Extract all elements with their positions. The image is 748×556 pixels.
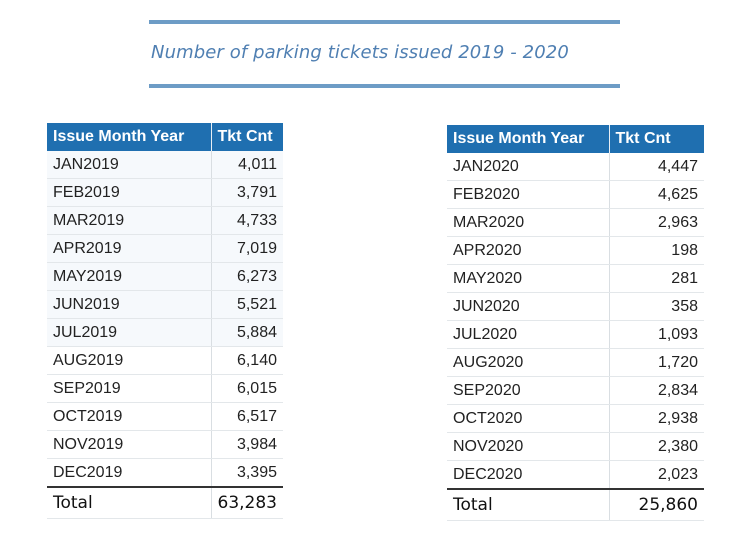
month-cell: FEB2020: [447, 180, 610, 209]
table-header-row: Issue Month Year Tkt Cnt: [447, 125, 704, 153]
month-cell: MAR2019: [47, 206, 212, 235]
tickets-table-2020: Issue Month Year Tkt Cnt JAN2020 4,447 FE…: [447, 125, 704, 521]
month-cell: JAN2019: [47, 151, 212, 179]
total-row: Total 63,283: [47, 486, 283, 519]
count-cell: 4,625: [609, 180, 704, 209]
table-row: NOV2020 2,380: [447, 432, 704, 461]
count-cell: 5,884: [211, 318, 283, 347]
count-cell: 1,720: [609, 348, 704, 377]
count-cell: 2,380: [609, 432, 704, 461]
month-cell: DEC2020: [447, 460, 610, 490]
total-row: Total 25,860: [447, 488, 704, 521]
month-cell: JUN2019: [47, 290, 212, 319]
table-row: MAR2019 4,733: [47, 206, 283, 235]
table-row: DEC2020 2,023: [447, 460, 704, 490]
count-cell: 6,517: [211, 402, 283, 431]
month-cell: MAR2020: [447, 208, 610, 237]
table-row: APR2020 198: [447, 236, 704, 265]
total-label: Total: [47, 486, 212, 519]
table-row: MAY2020 281: [447, 264, 704, 293]
table-row: SEP2020 2,834: [447, 376, 704, 405]
month-cell: JUL2019: [47, 318, 212, 347]
table-row: OCT2020 2,938: [447, 404, 704, 433]
column-header-count: Tkt Cnt: [609, 125, 704, 153]
count-cell: 2,023: [609, 460, 704, 490]
month-cell: NOV2020: [447, 432, 610, 461]
total-value: 25,860: [609, 488, 704, 521]
table-row: MAY2019 6,273: [47, 262, 283, 291]
count-cell: 3,395: [211, 458, 283, 488]
count-cell: 3,791: [211, 178, 283, 207]
count-cell: 1,093: [609, 320, 704, 349]
tickets-table-2019: Issue Month Year Tkt Cnt JAN2019 4,011 FE…: [47, 123, 283, 519]
month-cell: JAN2020: [447, 153, 610, 181]
table-row: SEP2019 6,015: [47, 374, 283, 403]
table-row: JUL2020 1,093: [447, 320, 704, 349]
column-header-month: Issue Month Year: [447, 125, 610, 153]
count-cell: 5,521: [211, 290, 283, 319]
month-cell: OCT2020: [447, 404, 610, 433]
table-row: DEC2019 3,395: [47, 458, 283, 488]
table-row: JAN2020 4,447: [447, 153, 704, 181]
month-cell: AUG2019: [47, 346, 212, 375]
count-cell: 4,733: [211, 206, 283, 235]
count-cell: 2,834: [609, 376, 704, 405]
count-cell: 358: [609, 292, 704, 321]
month-cell: APR2019: [47, 234, 212, 263]
month-cell: MAY2019: [47, 262, 212, 291]
month-cell: OCT2019: [47, 402, 212, 431]
table-row: JAN2019 4,011: [47, 151, 283, 179]
page-title: Number of parking tickets issued 2019 - …: [151, 42, 569, 63]
count-cell: 281: [609, 264, 704, 293]
table-row: APR2019 7,019: [47, 234, 283, 263]
table-row: AUG2020 1,720: [447, 348, 704, 377]
month-cell: SEP2020: [447, 376, 610, 405]
table-row: NOV2019 3,984: [47, 430, 283, 459]
month-cell: NOV2019: [47, 430, 212, 459]
column-header-count: Tkt Cnt: [211, 123, 283, 151]
count-cell: 3,984: [211, 430, 283, 459]
count-cell: 2,938: [609, 404, 704, 433]
table-row: FEB2019 3,791: [47, 178, 283, 207]
table-row: JUL2019 5,884: [47, 318, 283, 347]
month-cell: JUL2020: [447, 320, 610, 349]
total-value: 63,283: [211, 486, 283, 519]
count-cell: 6,140: [211, 346, 283, 375]
count-cell: 2,963: [609, 208, 704, 237]
table-row: OCT2019 6,517: [47, 402, 283, 431]
count-cell: 4,447: [609, 153, 704, 181]
table-row: MAR2020 2,963: [447, 208, 704, 237]
table-row: JUN2020 358: [447, 292, 704, 321]
count-cell: 6,273: [211, 262, 283, 291]
table-row: FEB2020 4,625: [447, 180, 704, 209]
count-cell: 198: [609, 236, 704, 265]
total-label: Total: [447, 488, 610, 521]
count-cell: 7,019: [211, 234, 283, 263]
month-cell: SEP2019: [47, 374, 212, 403]
month-cell: MAY2020: [447, 264, 610, 293]
month-cell: AUG2020: [447, 348, 610, 377]
month-cell: DEC2019: [47, 458, 212, 488]
month-cell: JUN2020: [447, 292, 610, 321]
table-header-row: Issue Month Year Tkt Cnt: [47, 123, 283, 151]
month-cell: APR2020: [447, 236, 610, 265]
title-rule-top: [149, 20, 620, 24]
title-rule-bottom: [149, 84, 620, 88]
column-header-month: Issue Month Year: [47, 123, 212, 151]
table-row: JUN2019 5,521: [47, 290, 283, 319]
table-row: AUG2019 6,140: [47, 346, 283, 375]
count-cell: 4,011: [211, 151, 283, 179]
month-cell: FEB2019: [47, 178, 212, 207]
count-cell: 6,015: [211, 374, 283, 403]
